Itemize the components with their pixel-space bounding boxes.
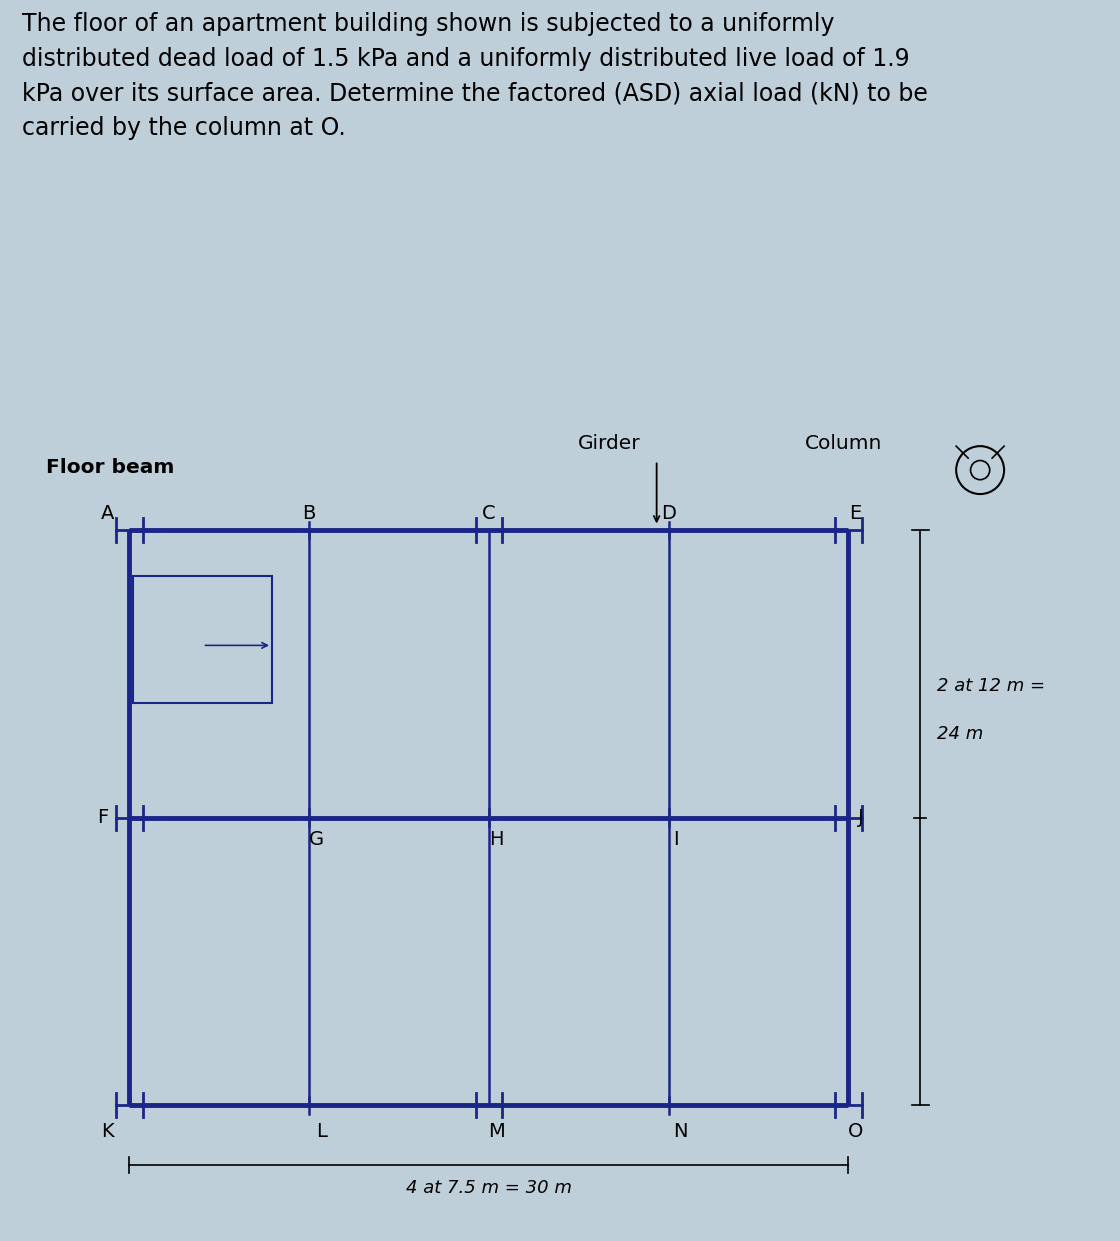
Bar — [133, 576, 272, 702]
Text: D: D — [661, 504, 676, 522]
Text: A: A — [101, 504, 114, 522]
Text: M: M — [487, 1122, 504, 1140]
Text: H: H — [488, 830, 503, 849]
Text: Floor beam: Floor beam — [46, 458, 174, 478]
Text: I: I — [673, 830, 679, 849]
Text: Girder: Girder — [578, 434, 640, 453]
Text: E: E — [849, 504, 861, 522]
Text: K: K — [102, 1122, 114, 1140]
Text: N: N — [673, 1122, 688, 1140]
Text: L: L — [316, 1122, 327, 1140]
Text: 4 at 7.5 m = 30 m: 4 at 7.5 m = 30 m — [405, 1179, 572, 1198]
Text: J: J — [858, 808, 864, 827]
Text: O: O — [848, 1122, 864, 1140]
Text: C: C — [482, 504, 496, 522]
Text: 2 at 12 m =: 2 at 12 m = — [937, 676, 1045, 695]
Text: The floor of an apartment building shown is subjected to a uniformly
distributed: The floor of an apartment building shown… — [22, 12, 928, 140]
Text: 24 m: 24 m — [937, 725, 983, 742]
Text: B: B — [302, 504, 316, 522]
Text: G: G — [309, 830, 324, 849]
Text: Column: Column — [805, 434, 883, 453]
Text: F: F — [97, 808, 109, 827]
